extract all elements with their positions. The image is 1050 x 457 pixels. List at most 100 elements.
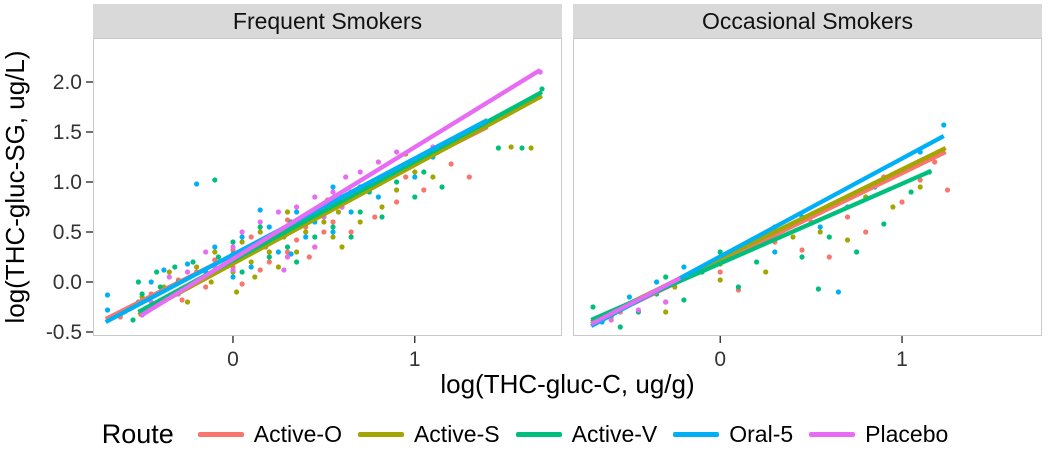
legend-title: Route	[101, 418, 174, 449]
data-point	[281, 267, 287, 273]
x-tick-label: 1	[409, 348, 421, 371]
data-point	[330, 229, 336, 235]
data-point	[212, 244, 218, 250]
data-point	[421, 187, 427, 193]
y-tick-label: 1.0	[53, 171, 82, 194]
data-point	[394, 187, 400, 193]
data-point	[312, 194, 318, 200]
data-point	[508, 144, 514, 150]
data-point	[357, 219, 363, 225]
data-point	[212, 249, 218, 255]
data-point	[681, 264, 687, 270]
data-point	[394, 179, 400, 185]
data-point	[257, 207, 263, 213]
data-point	[790, 234, 796, 240]
data-point	[348, 234, 354, 240]
legend-label: Placebo	[865, 420, 949, 447]
data-point	[330, 184, 336, 190]
data-point	[343, 174, 349, 180]
data-point	[230, 244, 236, 250]
data-point	[184, 299, 191, 305]
data-point	[130, 317, 136, 323]
data-point	[194, 181, 200, 187]
data-point	[294, 249, 300, 255]
data-point	[330, 224, 336, 230]
x-tick-label: 0	[714, 348, 726, 371]
data-point	[234, 289, 240, 295]
data-point	[321, 229, 327, 235]
data-point	[826, 234, 832, 240]
legend-entries: Active-O Active-S Active-V Oral-5 Placebo	[197, 420, 948, 448]
data-point	[754, 259, 760, 265]
y-tick-label: 0.0	[53, 271, 82, 294]
data-point	[908, 189, 914, 195]
data-point	[203, 249, 209, 255]
legend-entry-oral-5: Oral-5	[673, 421, 793, 448]
data-point	[339, 244, 345, 250]
data-point	[835, 289, 841, 295]
legend-swatch-oral-5	[673, 431, 720, 437]
data-point	[941, 122, 947, 128]
data-point	[817, 224, 823, 230]
data-point	[357, 169, 363, 175]
data-point	[881, 221, 887, 227]
data-point	[104, 307, 111, 313]
data-point	[379, 204, 385, 210]
data-point	[179, 297, 185, 303]
legend-label: Active-S	[413, 420, 500, 447]
data-point	[717, 277, 723, 283]
data-point	[717, 269, 723, 275]
data-point	[239, 239, 245, 245]
data-point	[430, 174, 436, 180]
data-point	[212, 177, 218, 183]
data-point	[248, 234, 254, 240]
data-point	[166, 269, 172, 275]
data-point	[412, 169, 418, 175]
y-axis-title: log(THC-gluc-SG, ug/L)	[0, 50, 30, 324]
data-point	[466, 174, 472, 180]
data-point	[104, 292, 111, 298]
panel-border	[573, 38, 1042, 336]
data-point	[294, 204, 300, 210]
data-point	[590, 304, 596, 310]
trend-line-placebo	[590, 276, 682, 326]
data-point	[284, 244, 291, 250]
data-point	[799, 254, 805, 260]
data-point	[252, 274, 258, 280]
data-point	[275, 249, 281, 255]
y-tick-label: 2.0	[53, 71, 82, 94]
data-point	[157, 284, 163, 290]
data-point	[294, 209, 300, 215]
data-point	[284, 254, 291, 260]
data-point	[312, 234, 318, 240]
legend-entry-placebo: Placebo	[809, 421, 948, 448]
data-point	[932, 159, 938, 165]
data-point	[917, 177, 923, 183]
data-point	[284, 209, 291, 215]
data-point	[203, 284, 209, 290]
data-point	[944, 187, 951, 193]
data-point	[348, 229, 354, 235]
data-point	[166, 274, 172, 280]
data-point	[266, 254, 272, 260]
data-point	[372, 214, 378, 220]
data-point	[412, 194, 418, 200]
data-point	[275, 209, 281, 215]
data-point	[148, 279, 154, 285]
data-point	[194, 264, 200, 270]
data-point	[772, 249, 778, 255]
y-axis: 2.0 1.5 1.0 0.5 0.0 -0.5	[46, 71, 93, 344]
data-point	[288, 251, 294, 257]
data-point	[375, 194, 381, 200]
data-point	[303, 229, 309, 235]
data-point	[439, 184, 445, 190]
data-point	[854, 249, 860, 255]
data-point	[184, 269, 191, 275]
legend-label: Active-V	[571, 420, 658, 447]
data-point	[230, 239, 236, 245]
data-point	[412, 174, 418, 180]
data-point	[817, 229, 823, 235]
data-point	[654, 279, 660, 285]
